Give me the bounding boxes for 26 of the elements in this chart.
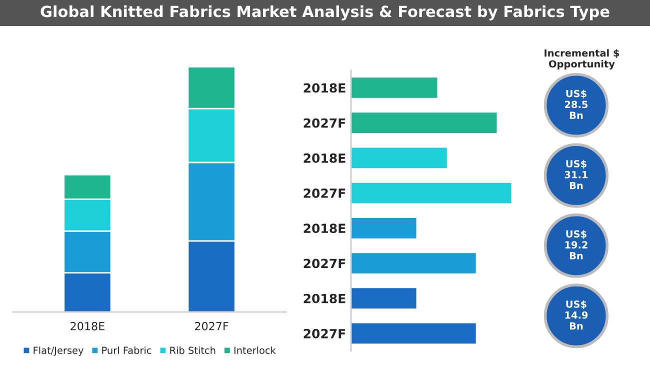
text: US$ 19.2 Bn xyxy=(565,230,588,260)
y-tick-label: 2018E xyxy=(304,153,346,163)
bar xyxy=(351,181,513,205)
y-tick-label: 2027F xyxy=(304,118,346,128)
text: US$ 28.5 Bn xyxy=(565,90,588,119)
y-tick-label: 2027F xyxy=(304,188,346,198)
legend-label: Interlock xyxy=(234,346,276,354)
bar xyxy=(351,146,448,170)
bar xyxy=(351,216,418,240)
y-tick-label: 2027F xyxy=(304,258,346,268)
bar xyxy=(351,111,498,134)
legend-label: Flat/Jersey xyxy=(34,346,84,356)
bar xyxy=(351,76,439,100)
text: US$ 31.1 Bn xyxy=(564,160,588,190)
text: US$ 14.9 Bn xyxy=(565,300,588,330)
bar xyxy=(351,286,418,310)
text: Global Knitted Fabrics Market Analysis & Forecast by Fabrics Type xyxy=(40,5,610,20)
text: Incremental $ Opportunity xyxy=(544,49,620,70)
y-tick-label: 2018E xyxy=(304,224,346,234)
y-tick-label: 2027F xyxy=(304,328,346,338)
legend-label: Purl Fabric xyxy=(102,346,152,354)
bar xyxy=(351,322,478,346)
bar xyxy=(351,252,478,275)
y-tick-label: 2018E xyxy=(304,83,346,93)
y-tick-label: 2018E xyxy=(304,294,346,304)
legend-label: Rib Stitch xyxy=(170,346,216,354)
